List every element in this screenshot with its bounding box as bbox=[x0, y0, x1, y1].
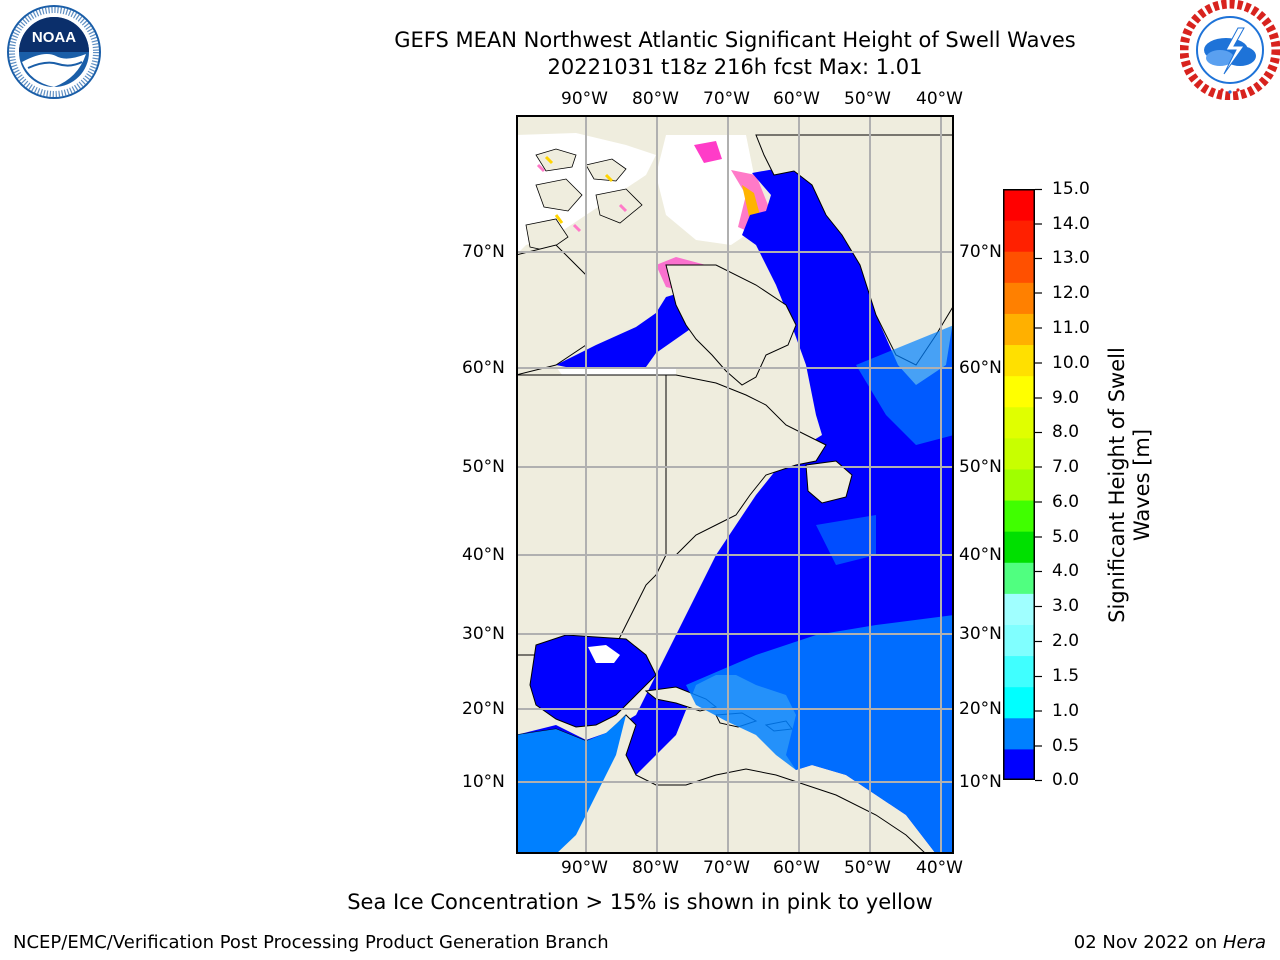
lon-label-top: 40°W bbox=[916, 89, 963, 109]
nws-logo bbox=[1180, 0, 1280, 100]
colorbar-tick: 12.0 bbox=[1052, 283, 1090, 303]
lon-label-bottom: 80°W bbox=[632, 858, 679, 878]
colorbar-segment bbox=[1003, 344, 1035, 377]
swell-height-map bbox=[516, 115, 954, 854]
colorbar-segment bbox=[1003, 531, 1035, 563]
colorbar-segment bbox=[1003, 375, 1035, 408]
lat-label-right: 60°N bbox=[959, 358, 1002, 378]
sea-ice-note: Sea Ice Concentration > 15% is shown in … bbox=[347, 890, 933, 914]
colorbar-segment bbox=[1003, 406, 1035, 439]
colorbar-title-line1: Significant Height of Swell bbox=[1105, 347, 1129, 623]
lat-label-left: 50°N bbox=[462, 457, 505, 477]
colorbar-tick: 4.0 bbox=[1052, 561, 1080, 581]
colorbar-tick: 15.0 bbox=[1052, 179, 1090, 199]
lon-label-bottom: 50°W bbox=[844, 858, 891, 878]
lat-label-left: 70°N bbox=[462, 242, 505, 262]
colorbar-segment bbox=[1003, 313, 1035, 346]
lon-label-top: 70°W bbox=[703, 89, 750, 109]
lon-label-bottom: 40°W bbox=[916, 858, 963, 878]
noaa-logo-text: NOAA bbox=[32, 29, 76, 46]
colorbar-segment bbox=[1003, 748, 1035, 780]
colorbar-tick: 3.0 bbox=[1052, 596, 1080, 616]
colorbar-tick: 2.0 bbox=[1052, 631, 1080, 651]
colorbar-tick: 7.0 bbox=[1052, 457, 1080, 477]
colorbar-segment bbox=[1003, 562, 1035, 594]
colorbar-tick: 6.0 bbox=[1052, 492, 1080, 512]
gulf-of-mexico bbox=[529, 634, 657, 728]
lon-label-bottom: 90°W bbox=[561, 858, 608, 878]
colorbar-tick: 0.5 bbox=[1052, 736, 1080, 756]
lat-label-right: 10°N bbox=[959, 772, 1002, 792]
lat-label-right: 70°N bbox=[959, 242, 1002, 262]
colorbar-segment bbox=[1003, 624, 1035, 657]
colorbar-segment bbox=[1003, 189, 1035, 221]
colorbar-tick: 9.0 bbox=[1052, 388, 1080, 408]
colorbar-tick: 13.0 bbox=[1052, 248, 1090, 268]
colorbar-segment bbox=[1003, 437, 1035, 470]
colorbar-tick: 11.0 bbox=[1052, 318, 1090, 338]
colorbar-tick: 1.5 bbox=[1052, 666, 1080, 686]
lon-label-top: 80°W bbox=[632, 89, 679, 109]
colorbar-ticks bbox=[1035, 188, 1042, 782]
baffin-island bbox=[665, 264, 797, 386]
map-subtitle: 20221031 t18z 216h fcst Max: 1.01 bbox=[547, 55, 923, 79]
colorbar-segment bbox=[1003, 686, 1035, 719]
colorbar-segment bbox=[1003, 468, 1035, 501]
lat-label-right: 20°N bbox=[959, 699, 1002, 719]
footer-date-text: 02 Nov 2022 on bbox=[1073, 932, 1223, 953]
lat-label-right: 40°N bbox=[959, 545, 1002, 565]
colorbar-tick: 1.0 bbox=[1052, 701, 1080, 721]
colorbar-segment bbox=[1003, 500, 1035, 532]
graticule bbox=[516, 115, 954, 854]
colorbar-tick: 14.0 bbox=[1052, 214, 1090, 234]
colorbar-segment bbox=[1003, 717, 1035, 750]
colorbar-tick: 5.0 bbox=[1052, 527, 1080, 547]
lon-label-bottom: 60°W bbox=[773, 858, 820, 878]
colorbar-segment bbox=[1003, 282, 1035, 314]
lon-label-bottom: 70°W bbox=[703, 858, 750, 878]
lat-label-left: 20°N bbox=[462, 699, 505, 719]
lat-label-right: 50°N bbox=[959, 457, 1002, 477]
lon-label-top: 60°W bbox=[773, 89, 820, 109]
footer-host: Hera bbox=[1222, 932, 1266, 953]
lat-label-left: 40°N bbox=[462, 545, 505, 565]
map-title: GEFS MEAN Northwest Atlantic Significant… bbox=[394, 28, 1076, 52]
lon-label-top: 90°W bbox=[561, 89, 608, 109]
colorbar-title-line2: Waves [m] bbox=[1130, 428, 1154, 542]
newfoundland bbox=[805, 460, 853, 504]
lat-label-left: 60°N bbox=[462, 358, 505, 378]
footer-date: 02 Nov 2022 on Hera bbox=[1074, 932, 1266, 953]
colorbar-tick: 0.0 bbox=[1052, 770, 1080, 790]
noaa-logo: NOAA bbox=[7, 5, 101, 99]
colorbar-segment bbox=[1003, 251, 1035, 283]
lat-label-left: 30°N bbox=[462, 624, 505, 644]
colorbar-tick: 8.0 bbox=[1052, 422, 1080, 442]
colorbar-tick: 10.0 bbox=[1052, 353, 1090, 373]
lat-label-left: 10°N bbox=[462, 772, 505, 792]
colorbar-segment bbox=[1003, 593, 1035, 625]
greenland bbox=[755, 134, 954, 366]
colorbar-segment bbox=[1003, 655, 1035, 688]
lon-label-top: 50°W bbox=[844, 89, 891, 109]
lat-label-right: 30°N bbox=[959, 624, 1002, 644]
colorbar bbox=[1003, 189, 1035, 780]
colorbar-title: Significant Height of Swell Waves [m] bbox=[1105, 305, 1155, 665]
colorbar-segment bbox=[1003, 220, 1035, 252]
sea-ice-region bbox=[656, 135, 761, 245]
footer-credit: NCEP/EMC/Verification Post Processing Pr… bbox=[13, 932, 609, 953]
swell-mid-area bbox=[686, 615, 954, 854]
